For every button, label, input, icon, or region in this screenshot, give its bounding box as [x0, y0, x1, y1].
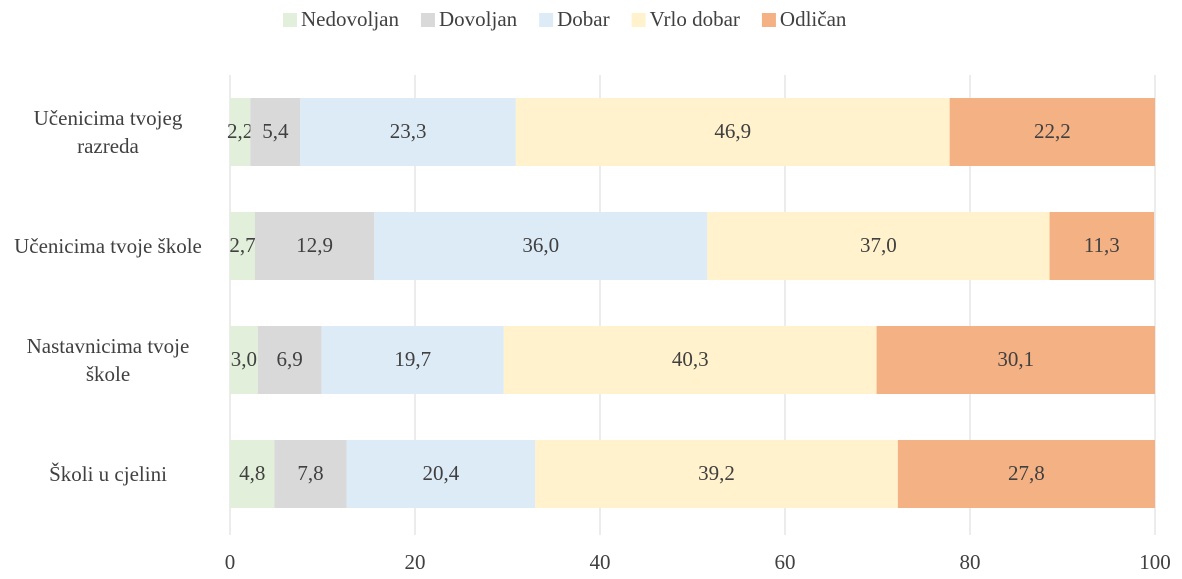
bar-segment [230, 326, 258, 394]
data-label: 23,3 [390, 119, 427, 143]
y-tick-label: Učenicima tvoje škole [14, 234, 202, 258]
data-label: 2,2 [227, 119, 253, 143]
data-label: 37,0 [860, 233, 897, 257]
data-label: 7,8 [297, 461, 323, 485]
data-label: 46,9 [714, 119, 751, 143]
bar-segment [230, 98, 251, 166]
data-label: 3,0 [231, 347, 257, 371]
bar-segment [230, 440, 275, 508]
bar-segment [346, 440, 536, 508]
legend-label: Dovoljan [439, 7, 518, 31]
bar-segment [515, 98, 950, 166]
data-label: 22,2 [1034, 119, 1071, 143]
data-label: 36,0 [522, 233, 559, 257]
bar-segment [300, 98, 516, 166]
data-label: 20,4 [423, 461, 460, 485]
legend-swatch [761, 13, 776, 27]
data-label: 2,7 [229, 233, 255, 257]
legend-label: Nedovoljan [301, 7, 399, 31]
y-tick-label: Nastavnicima tvoje škole [26, 334, 190, 386]
bar-segment [876, 326, 1155, 394]
bar-segment [949, 98, 1155, 166]
data-label: 6,9 [277, 347, 303, 371]
x-tick-label: 80 [960, 550, 981, 574]
data-label: 12,9 [296, 233, 333, 257]
y-tick-label: Učenicima tvojeg razreda [33, 106, 183, 158]
bar-segment [250, 98, 301, 166]
legend-swatch [539, 13, 554, 27]
data-label: 40,3 [672, 347, 709, 371]
bar-segment [321, 326, 504, 394]
data-label: 5,4 [262, 119, 289, 143]
legend-label: Dobar [557, 7, 609, 31]
x-tick-label: 100 [1139, 550, 1171, 574]
bar-segment [535, 440, 898, 508]
data-label: 4,8 [239, 461, 265, 485]
data-label: 30,1 [997, 347, 1034, 371]
legend-swatch [283, 13, 297, 27]
data-label: 27,8 [1008, 461, 1045, 485]
x-tick-label: 60 [775, 550, 796, 574]
bar-segment [254, 212, 375, 280]
x-tick-label: 40 [590, 550, 611, 574]
bar-segment [257, 326, 322, 394]
bar-segment [897, 440, 1155, 508]
bar-segment [1049, 212, 1155, 280]
x-tick-label: 0 [225, 550, 236, 574]
data-label: 11,3 [1084, 233, 1120, 257]
bar-segment [274, 440, 347, 508]
x-tick-label: 20 [405, 550, 426, 574]
bar-segment [707, 212, 1050, 280]
legend-label: Vrlo dobar [650, 7, 740, 31]
data-label: 39,2 [698, 461, 735, 485]
legend-swatch [631, 13, 646, 27]
bar-segment [503, 326, 877, 394]
legend-swatch [420, 13, 435, 27]
data-label: 19,7 [394, 347, 431, 371]
y-tick-label: Školi u cjelini [49, 462, 167, 486]
bar-segment [374, 212, 708, 280]
legend-label: Odličan [780, 7, 847, 31]
bar-segment [230, 212, 255, 280]
